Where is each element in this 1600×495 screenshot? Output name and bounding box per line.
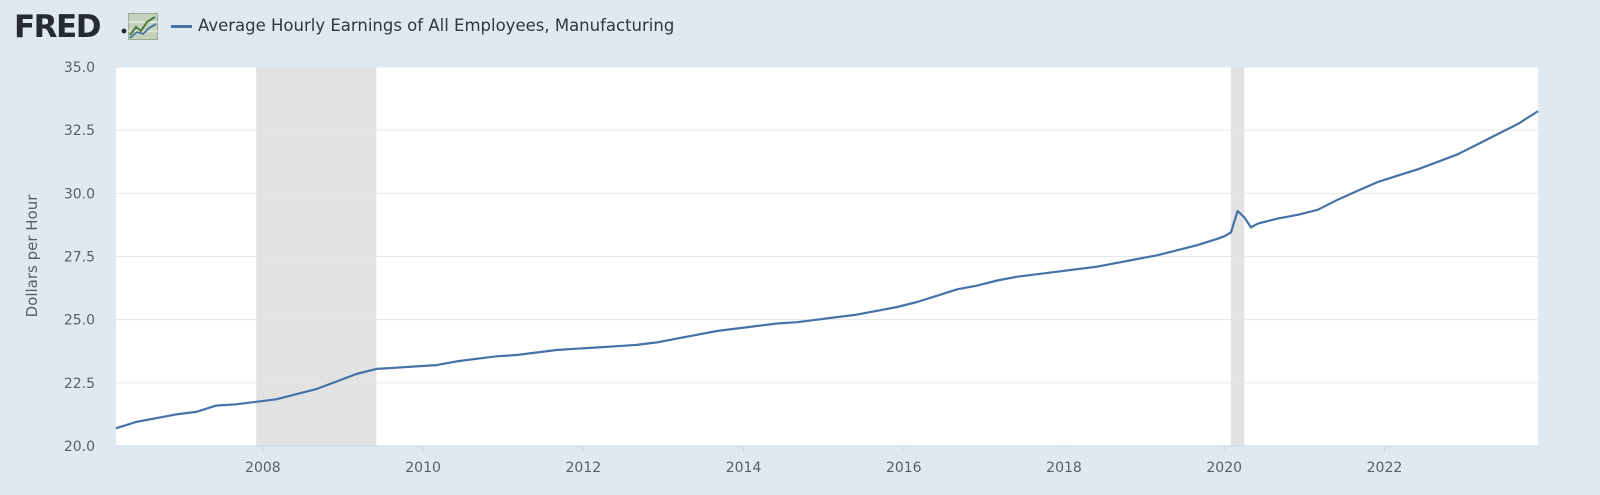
y-tick-label: 30.0 — [64, 186, 95, 202]
series-line-1 — [115, 110, 1539, 430]
x-axis-ticks: 2008 2010 2012 2014 2016 2018 2020 2022 — [245, 446, 1402, 476]
y-tick-label: 27.5 — [64, 250, 95, 266]
y-tick-label: 35.0 — [64, 60, 95, 76]
x-tick-label: 2016 — [886, 460, 922, 476]
x-tick-label: 2014 — [726, 460, 762, 476]
y-tick-label: 22.5 — [64, 376, 95, 392]
legend-series-swatch — [171, 25, 192, 28]
registered-mark-icon — [121, 28, 127, 34]
x-tick-label: 2010 — [405, 460, 441, 476]
x-tick-label: 2008 — [245, 460, 281, 476]
y-tick-label: 20.0 — [64, 439, 95, 455]
graph-header: FRED Average Hourly Earnings of All Empl… — [0, 0, 1600, 56]
y-axis-ticks: 20.0 22.5 25.0 27.5 30.0 32.5 35.0 — [64, 60, 95, 455]
fred-chart-icon — [128, 13, 158, 40]
y-tick-label: 25.0 — [64, 313, 95, 329]
series-layer — [115, 110, 1539, 430]
x-tick-label: 2012 — [566, 460, 602, 476]
x-tick-label: 2022 — [1367, 460, 1403, 476]
x-tick-label: 2020 — [1206, 460, 1242, 476]
grid-lines — [116, 66, 1538, 447]
fred-logo[interactable]: FRED — [14, 9, 101, 45]
legend-series-label[interactable]: Average Hourly Earnings of All Employees… — [198, 16, 675, 35]
y-tick-label: 32.5 — [64, 123, 95, 139]
x-tick-label: 2018 — [1046, 460, 1082, 476]
